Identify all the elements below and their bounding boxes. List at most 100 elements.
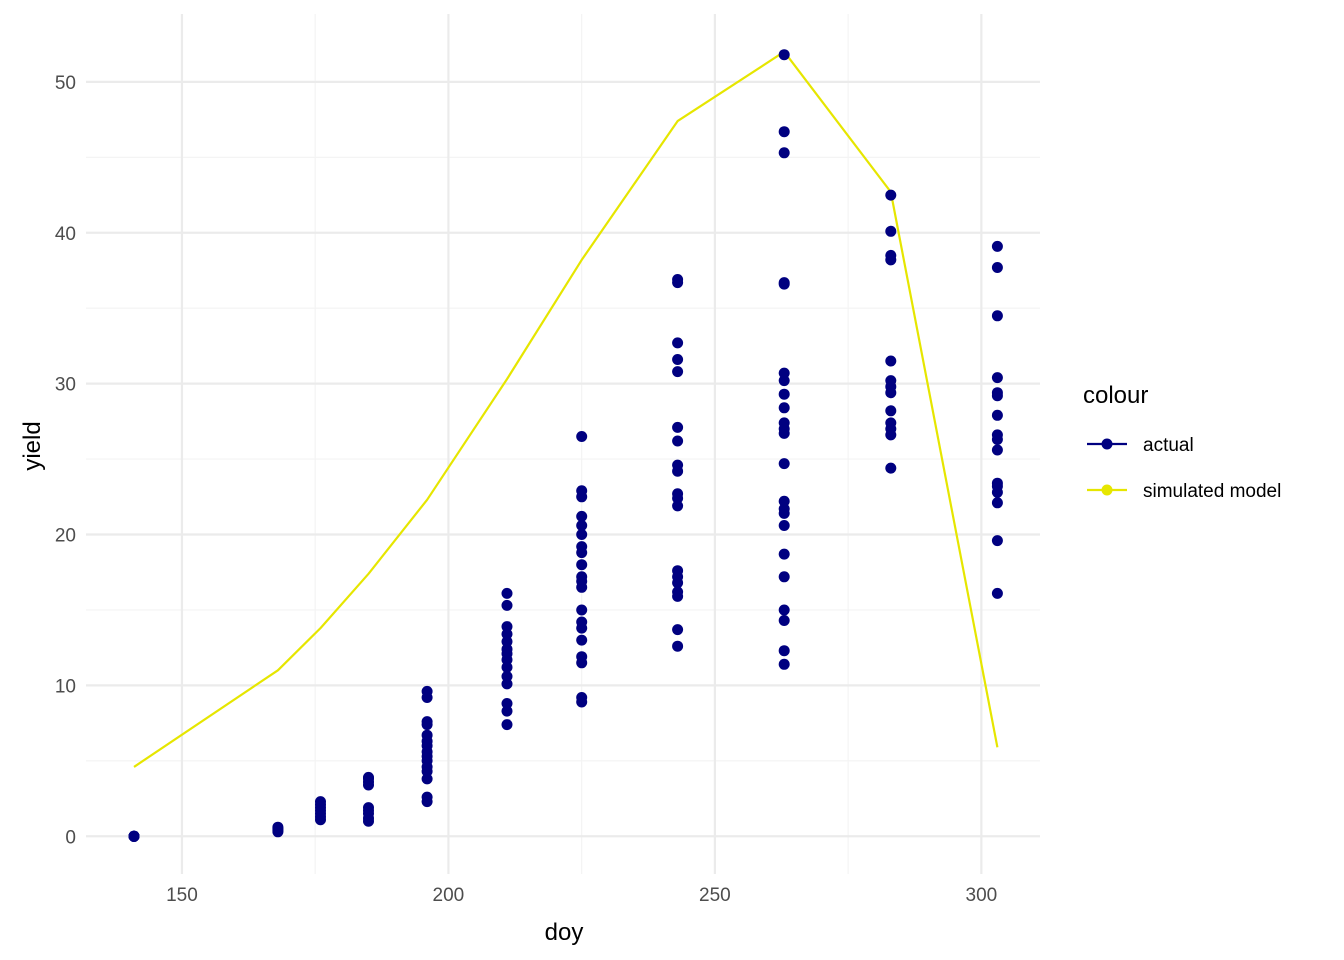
data-point-actual — [672, 565, 684, 577]
y-tick-label: 0 — [65, 827, 76, 848]
data-point-actual — [363, 802, 374, 814]
y-tick-label: 20 — [55, 526, 76, 547]
x-tick-label: 150 — [166, 885, 198, 906]
data-point-actual — [421, 716, 433, 728]
series-points — [128, 49, 1003, 842]
y-tick-label: 30 — [55, 375, 76, 396]
data-point-actual — [501, 719, 513, 731]
data-point-actual — [672, 459, 684, 471]
data-point-actual — [501, 621, 513, 633]
data-point-actual — [991, 387, 1003, 399]
data-point-actual — [778, 604, 790, 616]
data-point-actual — [501, 643, 513, 655]
data-point-actual — [672, 500, 684, 512]
x-tick-label: 250 — [699, 885, 731, 906]
data-point-actual — [672, 354, 684, 365]
data-point-actual — [501, 705, 513, 717]
data-point-actual — [421, 791, 433, 803]
data-point-actual — [672, 640, 684, 652]
data-point-actual — [991, 310, 1003, 322]
data-point-actual — [672, 366, 684, 378]
series-lines — [133, 50, 999, 768]
data-point-actual — [778, 495, 790, 507]
x-tick-label: 200 — [433, 885, 465, 906]
legend-key-point-actual — [1101, 438, 1113, 450]
legend-entry-actual: actual — [1087, 435, 1194, 456]
data-point-actual — [501, 670, 513, 682]
data-point-actual — [885, 462, 897, 474]
data-point-actual — [576, 510, 588, 522]
data-point-actual — [576, 651, 588, 663]
data-point-actual — [778, 417, 790, 429]
y-tick-label: 50 — [55, 73, 76, 94]
tick-labels: 150 200 250 300 0 10 20 30 40 50 — [55, 73, 997, 906]
data-point-actual — [501, 698, 513, 709]
data-point-actual — [501, 599, 513, 611]
data-point-actual — [778, 548, 790, 560]
data-point-actual — [778, 49, 790, 61]
data-point-actual — [778, 458, 790, 470]
data-point-actual — [576, 529, 588, 540]
data-point-actual — [576, 571, 588, 583]
data-point-actual — [885, 249, 897, 261]
data-point-actual — [672, 421, 684, 433]
data-point-actual — [885, 355, 897, 367]
data-point-actual — [778, 503, 790, 515]
data-point-actual — [778, 520, 790, 531]
data-point-actual — [991, 240, 1003, 252]
data-point-actual — [778, 147, 790, 159]
data-point-actual — [272, 821, 284, 833]
y-axis-title: yield — [19, 421, 46, 470]
y-tick-label: 40 — [55, 224, 76, 245]
data-point-actual — [991, 444, 1003, 456]
data-point-actual — [778, 126, 790, 138]
data-point-actual — [576, 541, 588, 553]
data-point-actual — [778, 645, 790, 657]
data-point-actual — [672, 337, 684, 349]
x-tick-label: 300 — [966, 885, 998, 906]
data-point-actual — [991, 262, 1003, 273]
data-point-actual — [991, 409, 1003, 421]
data-point-actual — [778, 367, 790, 379]
legend-label-simulated-model: simulated model — [1143, 481, 1281, 502]
data-point-actual — [672, 586, 684, 598]
legend-key-point-simulated-model — [1101, 484, 1113, 496]
data-point-actual — [885, 405, 897, 417]
data-point-actual — [885, 417, 897, 429]
data-point-actual — [778, 388, 790, 400]
legend: colour actual simulated model — [1083, 382, 1281, 502]
data-point-actual — [576, 431, 588, 442]
data-point-actual — [576, 634, 588, 646]
y-tick-label: 10 — [55, 676, 76, 697]
data-point-actual — [991, 372, 1003, 384]
data-point-actual — [672, 435, 684, 447]
data-point-actual — [128, 830, 140, 842]
legend-entry-simulated-model: simulated model — [1087, 481, 1281, 502]
data-point-actual — [672, 624, 684, 636]
data-point-actual — [991, 429, 1003, 441]
data-point-actual — [576, 616, 588, 628]
data-point-actual — [421, 729, 433, 741]
data-point-actual — [885, 375, 897, 387]
data-point-actual — [991, 535, 1003, 547]
data-point-actual — [421, 685, 433, 697]
series-line-simulated-model — [133, 50, 999, 768]
data-point-actual — [672, 488, 684, 500]
data-point-actual — [576, 692, 588, 703]
grid-lines — [86, 14, 1040, 874]
data-point-actual — [778, 402, 790, 414]
data-point-actual — [991, 477, 1003, 489]
data-point-actual — [315, 796, 326, 808]
data-point-actual — [501, 587, 513, 599]
data-point-actual — [672, 274, 684, 285]
data-point-actual — [885, 189, 897, 201]
legend-label-actual: actual — [1143, 435, 1194, 456]
data-point-actual — [778, 658, 790, 670]
data-point-actual — [778, 615, 790, 626]
data-point-actual — [778, 571, 790, 583]
data-point-actual — [576, 485, 588, 497]
data-point-actual — [576, 559, 588, 571]
legend-title: colour — [1083, 382, 1148, 409]
data-point-actual — [991, 587, 1003, 599]
